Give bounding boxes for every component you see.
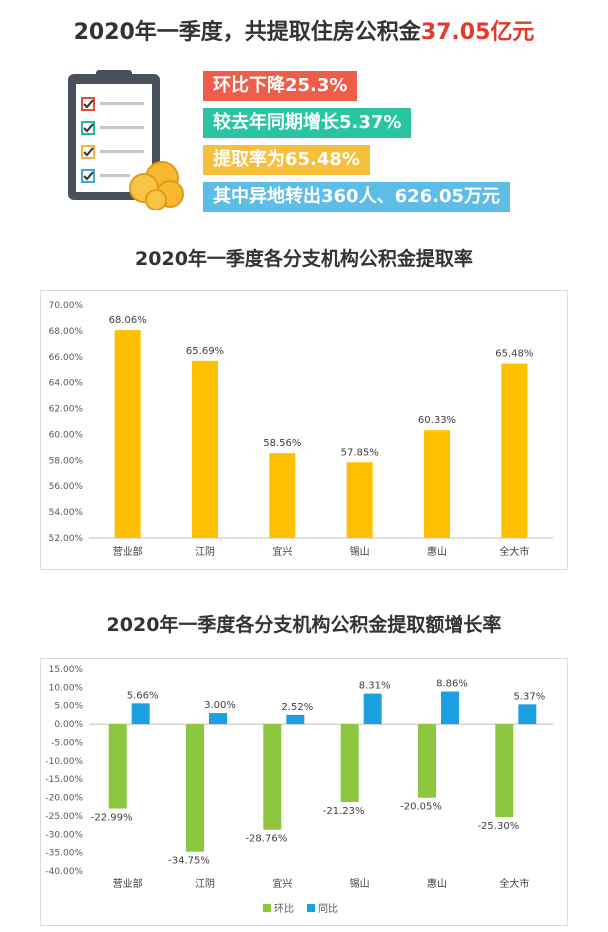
chart1-ytick-label: 56.00% [49,482,84,492]
chart1-ytick-label: 62.00% [49,405,84,415]
chart2-bar-huanbi [418,724,436,798]
chart1-category-label: 惠山 [427,545,447,558]
chart2-label-huanbi: -34.75% [168,856,210,867]
chart1-data-label: 68.06% [109,315,147,326]
chart1-category-label: 宜兴 [272,545,292,558]
chart1-data-label: 65.69% [186,346,224,357]
chart2-ytick-label: -30.00% [45,830,83,840]
chart2-label-tongbi: 8.31% [359,681,391,692]
chart2-bar-huanbi [340,724,359,803]
chart2-ytick-label: 5.00% [54,702,83,712]
chart2-ytick-label: -10.00% [45,757,83,767]
chart2-svg: -40.00% -35.00% -30.00% -25.00% -20.00% -15.0… [45,665,553,915]
chart1-svg: 52.00% 54.00% 56.00% 58.00% 60.00% 62.00% 64.0… [49,301,553,558]
chart1-bar [192,360,218,538]
chart1-bar [114,330,141,538]
chart2-title: 2020年一季度各分支机构公积金提取额增长率 [106,614,502,636]
chart1-ytick-label: 66.00% [49,353,84,363]
chart2-label-tongbi: 5.37% [513,691,545,702]
chart1-title: 2020年一季度各分支机构公积金提取率 [135,248,473,270]
legend-label-huanbi: 环比 [274,903,294,915]
chart2-category-label: 宜兴 [272,877,292,890]
chart2-ytick-label: -15.00% [45,775,83,785]
chart2-category-label: 惠山 [427,877,447,890]
chart2-bar-tongbi [518,704,537,725]
chart2-bar-tongbi [131,703,150,725]
chart1-data-label: 60.33% [418,415,456,426]
chart1-category-label: 锡山 [350,545,370,558]
chart2-panel: -40.00% -35.00% -30.00% -25.00% -20.00% -15.0… [40,658,568,926]
chart2-bar-tongbi [209,713,227,725]
chart2-bar-tongbi [363,693,382,725]
chart2-bar-huanbi [186,724,204,852]
chart2-category-label: 营业部 [113,877,143,890]
chart1-bar [424,430,450,538]
stat-withdrawal-rate: 提取率为65.48% [203,145,370,175]
chart2-category-label: 全大市 [499,877,529,890]
chart2-ytick-label: 15.00% [49,665,84,675]
chart1-bar [269,453,296,538]
legend-swatch-huanbi [263,904,271,912]
chart1-panel: 52.00% 54.00% 56.00% 58.00% 60.00% 62.00% 64.0… [40,290,568,570]
headline: 2020年一季度，共提取住房公积金37.05亿元 [0,14,608,46]
stat-yoy-growth: 较去年同期增长5.37% [203,108,412,138]
chart2-bar-huanbi [108,724,127,809]
chart1-ytick-label: 58.00% [49,456,84,466]
stat-chain-decline: 环比下降25.3% [203,71,358,101]
chart2-bar-huanbi [263,724,282,830]
chart1-ytick-label: 52.00% [49,534,84,544]
chart1-ytick-label: 64.00% [49,379,84,389]
chart1-category-label: 营业部 [113,545,143,558]
chart2-ytick-label: -5.00% [51,738,83,748]
chart1-ytick-label: 70.00% [49,301,84,311]
chart2-ytick-label: -25.00% [45,812,83,822]
chart1-ytick-label: 60.00% [49,430,84,440]
chart2-label-huanbi: -25.30% [477,821,519,832]
chart1-data-label: 57.85% [341,447,379,458]
chart2-ytick-label: 10.00% [49,683,84,693]
clipboard-coins-icon [68,70,184,210]
chart1-data-label: 65.48% [495,349,533,360]
chart1-data-label: 58.56% [263,438,301,449]
chart2-bar-tongbi [286,714,305,725]
chart1-bar [346,462,373,538]
chart2-ytick-label: -20.00% [45,794,83,804]
chart2-category-label: 锡山 [350,877,370,890]
chart2-bar-tongbi [441,691,459,725]
chart1-category-label: 全大市 [499,545,529,558]
chart2-label-tongbi: 5.66% [127,690,159,701]
chart2-label-huanbi: -20.05% [400,802,442,813]
chart2-category-label: 江阴 [195,878,215,890]
chart2-ytick-label: -35.00% [45,849,83,859]
chart2-label-huanbi: -28.76% [245,834,287,845]
chart2-bar-huanbi [495,724,514,818]
headline-amount: 37.05亿元 [420,20,535,45]
chart2-label-tongbi: 8.86% [436,679,468,690]
chart2-label-huanbi: -22.99% [91,813,133,824]
legend-swatch-tongbi [307,904,315,912]
legend-label-tongbi: 同比 [318,903,338,915]
chart1-ytick-label: 54.00% [49,508,84,518]
chart1-bar [501,363,528,538]
chart2-ytick-label: -40.00% [45,867,83,877]
headline-prefix: 2020年一季度，共提取住房公积金 [73,20,421,45]
chart2-label-huanbi: -21.23% [323,806,365,817]
chart2-ytick-label: 0.00% [54,720,83,730]
chart1-ytick-label: 68.00% [49,327,84,337]
chart2-label-tongbi: 2.52% [281,702,313,713]
stat-transfer-out: 其中异地转出360人、626.05万元 [203,182,511,212]
chart2-label-tongbi: 3.00% [204,700,236,711]
chart1-category-label: 江阴 [195,546,215,558]
